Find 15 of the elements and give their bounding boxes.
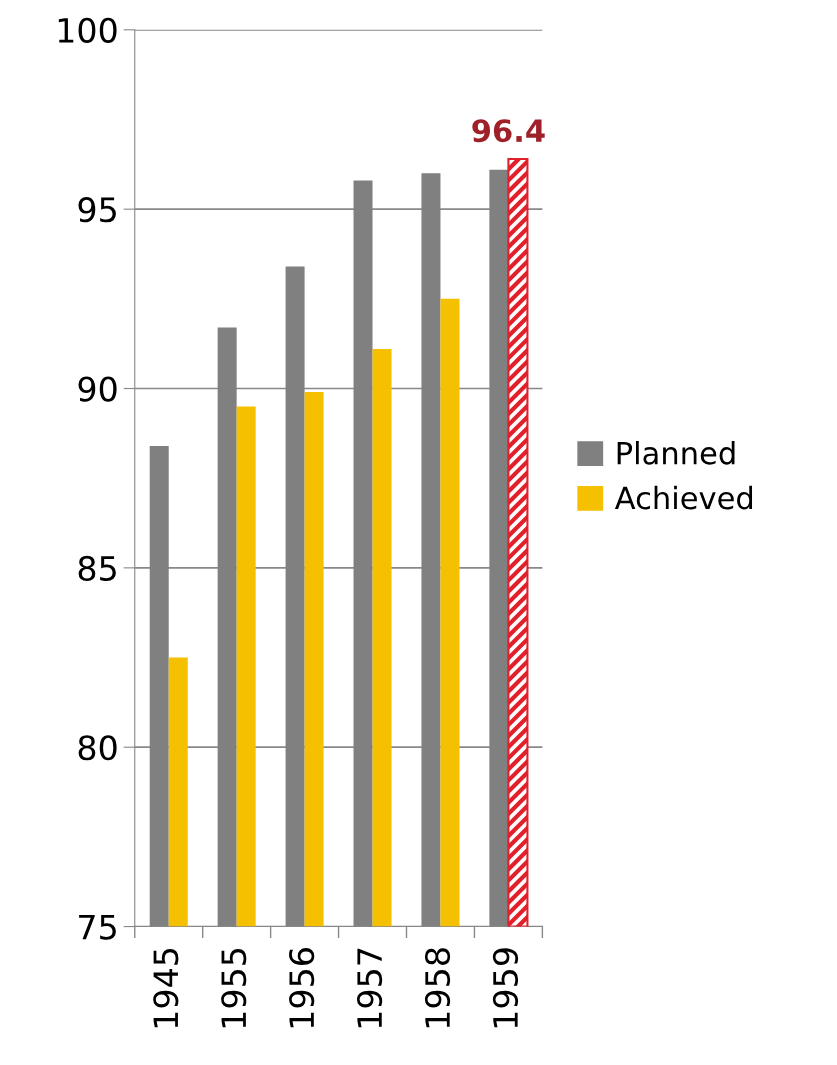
y-tick-label: 85 <box>78 555 116 581</box>
y-tick-label: 80 <box>78 735 117 761</box>
y-tick-label: 95 <box>78 197 116 223</box>
y-tick-label: 75 <box>79 914 116 940</box>
y-tick-label: 100 <box>58 17 117 43</box>
x-tick-label: 1958 <box>424 948 451 1028</box>
data-label: 96.4 <box>472 119 545 143</box>
x-tick-label: 1956 <box>289 948 315 1028</box>
x-tick-label: 1957 <box>356 948 383 1028</box>
y-tick-label: 90 <box>78 376 117 402</box>
x-tick-label: 1955 <box>221 948 247 1028</box>
legend-label: Planned <box>617 440 735 465</box>
legend-label: Achieved <box>614 485 753 510</box>
x-tick-label: 1959 <box>492 948 519 1028</box>
x-tick-label: 1945 <box>153 948 179 1028</box>
